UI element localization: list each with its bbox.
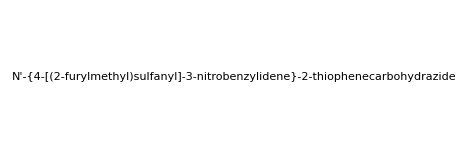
Text: N'-{4-[(2-furylmethyl)sulfanyl]-3-nitrobenzylidene}-2-thiophenecarbohydrazide: N'-{4-[(2-furylmethyl)sulfanyl]-3-nitrob… (12, 73, 457, 82)
